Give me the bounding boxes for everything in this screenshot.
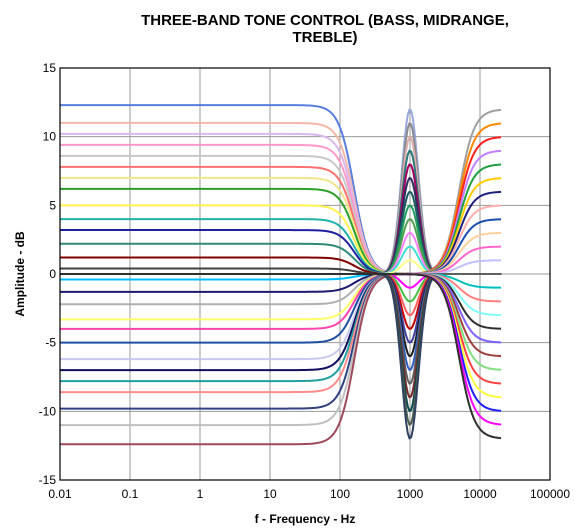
y-axis-label: Amplitude - dB (13, 231, 27, 317)
y-tick-label: 15 (43, 61, 57, 75)
x-axis-ticks: 0.01 0.1 1 10 100 1000 10000 100000 (48, 487, 570, 501)
x-axis-label: f - Frequency - Hz (255, 512, 356, 526)
y-tick-label: 10 (43, 130, 57, 144)
x-tick-label: 10000 (463, 487, 497, 501)
response-curves (60, 104, 502, 446)
y-tick-label: 5 (49, 198, 56, 212)
x-tick-label: 100 (330, 487, 350, 501)
y-tick-label: -5 (45, 336, 56, 350)
x-tick-label: 0.01 (48, 487, 72, 501)
x-tick-label: 0.1 (122, 487, 139, 501)
x-tick-label: 10 (263, 487, 277, 501)
treble-curve (60, 273, 502, 440)
chart-title-line-1: THREE-BAND TONE CONTROL (BASS, MIDRANGE, (141, 12, 509, 29)
y-tick-label: -10 (39, 404, 57, 418)
plot-frame (59, 67, 551, 481)
x-tick-label: 1 (197, 487, 204, 501)
x-tick-label: 1000 (397, 487, 424, 501)
y-tick-label: 0 (49, 267, 56, 281)
x-tick-label: 100000 (530, 487, 570, 501)
chart-title-line-2: TREBLE) (293, 29, 358, 46)
y-tick-label: -15 (39, 473, 57, 487)
y-axis-ticks: -15 -10 -5 0 5 10 15 (39, 61, 57, 487)
